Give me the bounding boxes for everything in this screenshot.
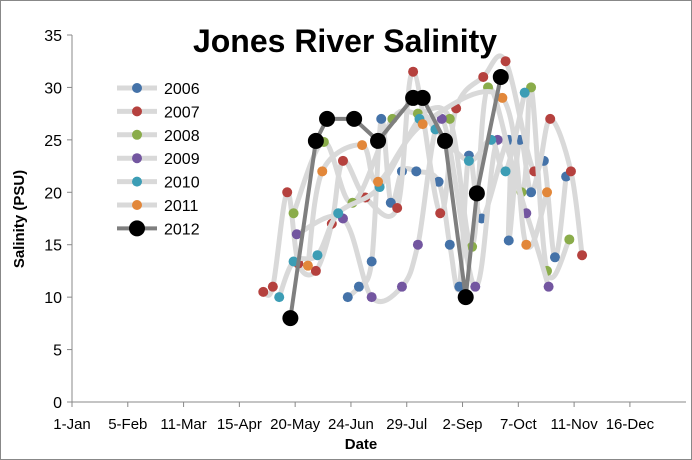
x-tick-label: 7-Oct [500, 416, 538, 433]
x-tick-label: 11-Mar [160, 416, 206, 433]
y-tick-label: 0 [53, 395, 62, 412]
y-tick-label: 25 [44, 133, 62, 150]
data-point-2007 [577, 250, 588, 261]
data-point-2012 [282, 310, 299, 327]
legend-marker-2008 [132, 129, 142, 140]
legend-marker-2006 [132, 83, 142, 93]
legend-marker-2012 [129, 220, 145, 237]
data-point-2007 [258, 286, 269, 297]
data-point-2010 [463, 155, 474, 166]
data-point-2007 [310, 265, 321, 276]
data-point-2006 [376, 113, 387, 124]
data-point-2010 [500, 166, 511, 177]
data-point-2006 [549, 252, 560, 263]
x-tick-label: 16-Dec [606, 416, 655, 433]
data-point-2011 [417, 119, 428, 130]
legend-label-2011: 2011 [164, 198, 199, 215]
y-tick-label: 35 [44, 28, 62, 45]
data-point-2010 [312, 250, 323, 261]
x-tick-label: 1-Jan [53, 416, 91, 433]
data-point-2012 [436, 132, 453, 149]
data-point-2008 [288, 208, 299, 219]
data-point-2006 [454, 281, 465, 292]
y-axis-label: Salinity (PSU) [11, 170, 28, 268]
data-point-2011 [497, 92, 508, 103]
y-tick-label: 10 [44, 290, 62, 307]
x-tick-label: 20-May [270, 416, 321, 433]
legend-marker-2011 [132, 200, 142, 210]
data-point-2009 [436, 113, 447, 124]
data-point-2006 [366, 256, 377, 267]
x-tick-label: 29-Jul [386, 416, 427, 433]
data-point-2007 [267, 281, 278, 292]
data-point-2012 [370, 132, 387, 149]
data-point-2011 [317, 166, 328, 177]
data-point-2006 [444, 239, 455, 250]
y-tick-label: 5 [53, 343, 62, 360]
data-point-2011 [542, 187, 553, 198]
y-tick-label: 20 [44, 185, 62, 202]
data-point-2007 [282, 187, 293, 198]
y-tick-label: 30 [44, 80, 62, 97]
data-point-2008 [444, 113, 455, 124]
data-point-2007 [392, 203, 403, 214]
legend-marker-2010 [132, 176, 142, 187]
y-tick-label: 15 [44, 238, 62, 255]
data-point-2010 [333, 208, 344, 219]
data-point-2011 [373, 176, 384, 187]
data-point-2006 [433, 176, 444, 187]
x-tick-label: 5-Feb [108, 416, 147, 433]
legend-label-2007: 2007 [164, 104, 200, 121]
data-point-2009 [470, 281, 481, 292]
data-point-2007 [565, 166, 576, 177]
legend-marker-2007 [132, 106, 142, 117]
data-point-2012 [319, 110, 336, 127]
data-point-2010 [274, 292, 285, 303]
data-point-2011 [521, 239, 532, 250]
data-point-2012 [307, 132, 324, 149]
x-tick-label: 15-Apr [217, 416, 262, 433]
data-point-2007 [478, 71, 489, 82]
legend-label-2008: 2008 [164, 128, 200, 145]
data-point-2006 [526, 187, 537, 198]
data-point-2009 [366, 292, 377, 303]
legend-label-2010: 2010 [164, 175, 200, 192]
legend-label-2009: 2009 [164, 151, 200, 168]
data-point-2009 [412, 239, 423, 250]
chart-title: Jones River Salinity [193, 23, 497, 59]
data-point-2009 [543, 281, 554, 292]
x-tick-label: 11-Nov [550, 416, 598, 433]
data-point-2011 [357, 140, 368, 151]
data-point-2007 [408, 66, 419, 77]
data-point-2006 [503, 235, 514, 246]
data-point-2006 [353, 281, 364, 292]
data-point-2006 [342, 292, 353, 303]
legend-marker-2009 [132, 153, 142, 164]
data-point-2008 [564, 234, 575, 245]
data-point-2012 [457, 289, 474, 306]
data-point-2007 [435, 208, 446, 219]
x-axis-label: Date [345, 436, 378, 453]
data-point-2012 [468, 185, 485, 202]
data-point-2012 [346, 110, 363, 127]
data-point-2006 [411, 166, 422, 177]
legend-label-2012: 2012 [164, 221, 200, 238]
data-point-2010 [519, 87, 530, 98]
data-point-2007 [337, 155, 348, 166]
legend-label-2006: 2006 [164, 81, 200, 98]
data-point-2012 [414, 89, 431, 106]
x-tick-label: 24-Jun [328, 416, 374, 433]
data-point-2009 [291, 229, 302, 240]
data-point-2009 [396, 281, 407, 292]
x-tick-label: 2-Sep [443, 416, 483, 433]
data-point-2010 [288, 256, 299, 267]
data-point-2011 [302, 260, 313, 271]
data-point-2007 [500, 56, 511, 67]
data-point-2007 [545, 113, 556, 124]
data-point-2012 [492, 68, 509, 85]
